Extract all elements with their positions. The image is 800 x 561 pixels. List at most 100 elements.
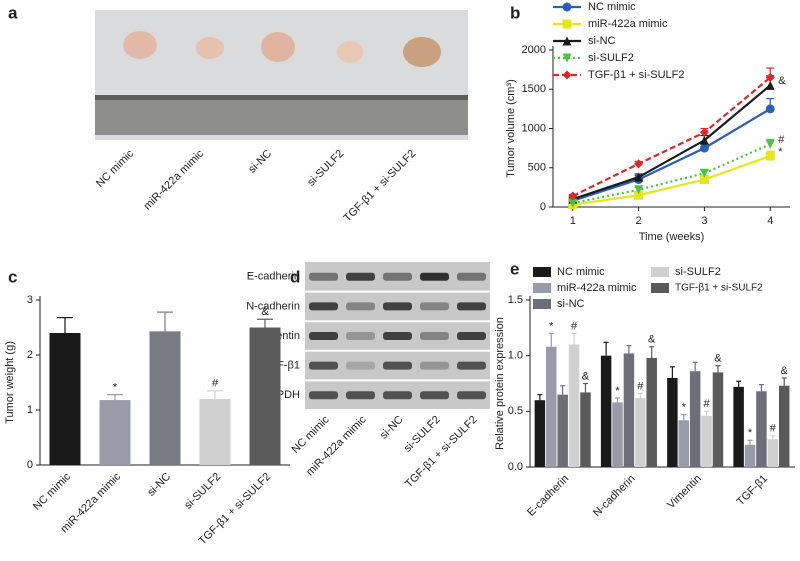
bar [534,400,546,467]
y-tick-label: 1.0 [508,350,523,362]
bar [646,357,657,467]
x-tick-label: E-cadherin [525,473,571,519]
x-tick-label: 1 [570,215,576,227]
point [699,135,709,145]
bar [678,420,690,467]
blot-band [383,361,412,370]
legend-label: NC mimic [557,266,605,278]
bar [744,444,756,467]
y-tick-label: 500 [528,162,546,174]
annotation: * [748,427,753,439]
point [699,143,709,153]
point [765,139,775,149]
annotation: & [582,370,590,382]
x-tick-label: 3 [701,215,707,227]
blot-band [346,391,375,400]
y-tick-label: 0.5 [508,405,523,417]
bar [712,372,724,467]
panel-label: d [290,267,300,286]
annotation: * [682,402,687,414]
bar [612,402,623,467]
x-tick-label: N-cadherin [591,473,638,520]
blot-band [346,302,375,311]
blot-band [420,361,449,370]
point [699,168,709,178]
bar [580,392,591,467]
point [562,36,572,46]
blot-band [383,302,412,311]
blot-band [383,332,412,340]
bar [199,399,231,465]
blot-band [309,332,338,340]
blot-band [309,391,338,400]
point [562,19,572,29]
point [699,127,709,137]
point [562,2,572,12]
bar [546,346,557,467]
legend-swatch [533,299,551,309]
annotation: * [778,146,783,158]
annotation: # [704,398,711,410]
annotation: * [549,320,554,332]
annotation: & [781,365,789,377]
panel-label: a [8,3,18,22]
panel-label: c [8,267,17,286]
annotation: # [778,134,785,146]
blot-band [383,391,412,400]
x-tick-label: TGF-β1 [735,473,770,508]
legend-swatch [651,267,669,277]
photo-label: NC mimic [94,147,137,190]
bar [249,327,281,465]
annotation: * [113,382,118,394]
annotation: # [571,320,578,332]
bar [600,355,612,467]
x-tick-label: si-SULF2 [182,471,223,512]
point [765,104,775,114]
line [572,154,771,206]
x-tick-label: si-NC [145,471,173,499]
point [699,175,709,185]
annotation: & [778,75,786,87]
y-axis-label: Tumor volume (cm³) [505,79,517,178]
bar [635,397,646,467]
point [568,191,578,201]
photo [95,10,468,140]
legend-label: TGF-β1 + si-SULF2 [588,69,684,81]
line [572,84,771,201]
photo-label: si-SULF2 [305,148,346,189]
blot-band [309,302,338,311]
point [634,185,644,195]
y-tick-label: 1500 [522,83,546,95]
blot-band [457,332,486,340]
blot-band [420,302,449,311]
blot-band [457,361,486,370]
blot-band [420,391,449,400]
point [568,198,578,208]
x-tick-label: 2 [636,215,642,227]
bar [689,371,701,467]
bar [49,333,81,465]
x-tick-label: Vimentin [665,473,704,512]
point [562,70,572,80]
y-tick-label: 0 [27,459,33,471]
line [572,107,771,202]
legend-label: si-NC [588,35,616,47]
legend-label: TGF-β1 + si-SULF2 [675,283,763,294]
bar [568,344,580,467]
bar [557,394,568,467]
legend-swatch [533,267,551,277]
annotation: & [714,353,722,365]
blot-band [309,272,338,281]
y-tick-label: 2 [27,349,33,361]
blot-band [457,391,486,400]
y-tick-label: 0.0 [508,461,523,473]
blot-row-label: E-cadherin [247,271,300,283]
blot-band [383,272,412,281]
photo-label: miR-422a mimic [141,147,206,212]
y-tick-label: 1000 [522,122,546,134]
y-tick-label: 1.5 [508,294,523,306]
blot-lane-label: si-NC [378,414,406,442]
y-tick-label: 3 [27,294,33,306]
blot-lane-label: TGF-β1 + si-SULF2 [403,414,480,491]
